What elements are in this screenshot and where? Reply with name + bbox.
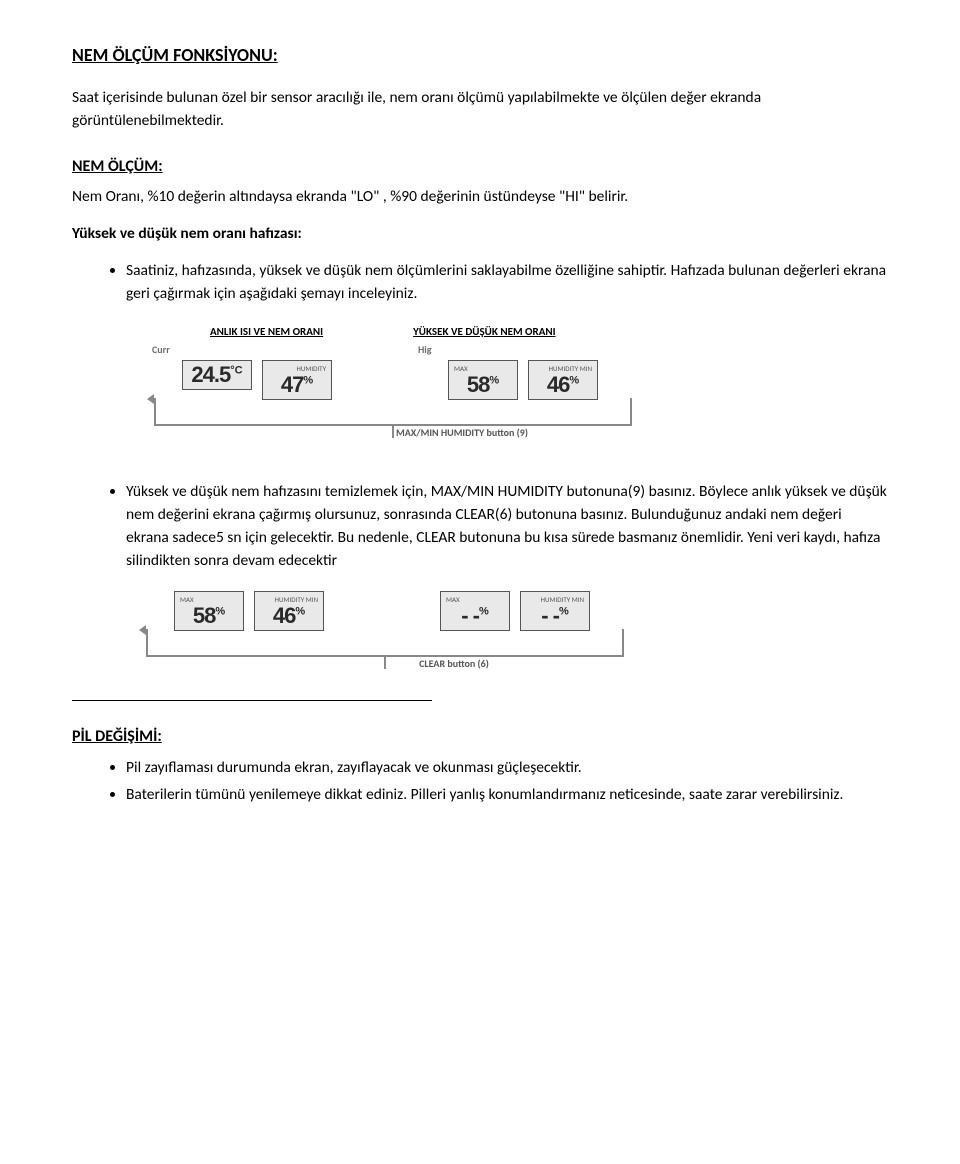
hafiza-bullet-1: Saatiniz, hafızasında, yüksek ve düşük n… [126,260,888,306]
diagram1-connector [152,400,772,428]
diagram1-group-curr: Curr 24.5°C HUMIDITY 47% [152,343,362,400]
lcd2-max: MAX 58% [174,591,244,631]
diagram-anlik-yuksek: ANLIK ISI VE NEM ORANI YÜKSEK VE DÜŞÜK N… [152,324,772,441]
lcd2-min: HUMIDITY MIN 46% [254,591,324,631]
diagram2-group-right: MAX - -% HUMIDITY MIN - -% [410,591,620,631]
lcd-humidity-max: MAX 58% [448,360,518,400]
diagram1-tag-hig: Hig [418,343,432,358]
lcd-humidity-curr: HUMIDITY 47% [262,360,332,400]
diagram2-group-left: MAX 58% HUMIDITY MIN 46% [144,591,354,631]
lcd-temperature: 24.5°C [182,360,252,390]
pil-bullet-list: Pil zayıflaması durumunda ekran, zayıfla… [72,757,888,807]
intro-paragraph: Saat içerisinde bulunan özel bir sensor … [72,87,888,133]
lcd2-dash1: MAX - -% [440,591,510,631]
separator-line [72,700,432,701]
temizleme-bullet-list: Yüksek ve düşük nem hafızasını temizleme… [72,481,888,573]
pil-bullet-1: Pil zayıflaması durumunda ekran, zayıfla… [126,757,888,780]
diagram1-group-hig: Hig MAX 58% HUMIDITY MIN 46% [418,343,628,400]
diagram1-labels: ANLIK ISI VE NEM ORANI YÜKSEK VE DÜŞÜK N… [210,324,772,340]
pil-bullet-2: Baterilerin tümünü yenilemeye dikkat edi… [126,784,888,807]
heading-pil-degisimi: PİL DEĞİŞİMİ: [72,725,888,749]
nem-olcum-text: Nem Oranı, %10 değerin altındaysa ekrand… [72,186,888,209]
heading-nem-olcum: NEM ÖLÇÜM: [72,155,888,179]
heading-hafiza: Yüksek ve düşük nem oranı hafızası: [72,223,888,246]
diagram1-label-right: YÜKSEK VE DÜŞÜK NEM ORANI [413,324,555,340]
diagram1-label-left: ANLIK ISI VE NEM ORANI [210,324,323,340]
lcd2-dash2: HUMIDITY MIN - -% [520,591,590,631]
diagram2-connector [144,631,764,659]
temizleme-bullet-1: Yüksek ve düşük nem hafızasını temizleme… [126,481,888,573]
hafiza-bullet-list: Saatiniz, hafızasında, yüksek ve düşük n… [72,260,888,306]
heading-nem-olcum-fonksiyonu: NEM ÖLÇÜM FONKSİYONU: [72,42,888,69]
diagram1-bracket-label: MAX/MIN HUMIDITY button (9) [152,426,772,441]
diagram1-tag-curr: Curr [152,343,170,358]
diagram2-bracket-label: CLEAR button (6) [144,657,764,672]
lcd-humidity-min: HUMIDITY MIN 46% [528,360,598,400]
diagram-clear: MAX 58% HUMIDITY MIN 46% MAX - -% HUMIDI… [144,591,764,672]
